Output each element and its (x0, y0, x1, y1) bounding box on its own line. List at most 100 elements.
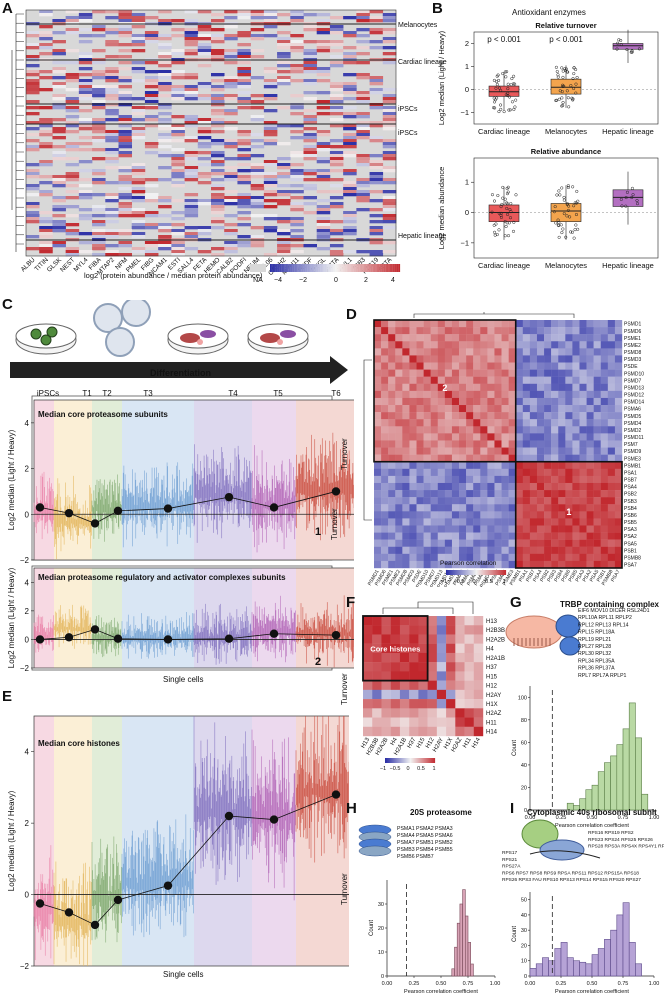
heatmap-cell (171, 199, 185, 203)
heatmap-cell (92, 223, 106, 227)
corr-cell (381, 334, 389, 342)
corr-cell (451, 376, 460, 384)
corr-cell (480, 397, 488, 406)
corr-cell (466, 433, 474, 441)
corr-cell (494, 539, 502, 547)
corr-cell (423, 320, 431, 328)
data-point (501, 71, 505, 76)
corr-cell (529, 490, 538, 498)
heatmap-cell (277, 61, 291, 65)
corr-cell (515, 383, 523, 392)
corr-cell (494, 426, 502, 434)
row-label: PSMD6 (624, 329, 641, 335)
corr-cell (544, 482, 552, 491)
heatmap-cell (131, 43, 146, 47)
heatmap-cell (92, 103, 106, 107)
corr-cell (551, 497, 559, 505)
cb-step (332, 264, 334, 272)
heatmap-cell (105, 43, 119, 47)
corr-cell (614, 362, 623, 370)
heatmap-cell (277, 106, 291, 110)
row-label: PSA1 (624, 470, 637, 476)
corr-cell (388, 419, 396, 427)
corr-cell (423, 490, 431, 498)
data-point (565, 89, 569, 93)
corr-cell (388, 348, 396, 356)
corr-cell (558, 440, 566, 448)
corr-cell (388, 369, 396, 377)
corr-cell (381, 376, 389, 384)
cb-step (393, 758, 395, 763)
heatmap-cell (303, 118, 318, 122)
median-point (113, 506, 123, 516)
corr-cell (372, 662, 382, 672)
row-label: H2AZ (486, 711, 502, 717)
corr-cell (395, 539, 403, 547)
corr-cell (416, 334, 424, 342)
corr-cell (536, 560, 545, 569)
corr-cell (579, 560, 587, 569)
corr-cell (455, 689, 465, 700)
data-point (513, 82, 517, 86)
heatmap-cell (158, 88, 172, 92)
heatmap-cell (329, 82, 344, 86)
heatmap-cell (237, 13, 251, 17)
corr-cell (544, 341, 552, 349)
heatmap-cell (356, 250, 370, 254)
corr-cell (409, 717, 419, 727)
heatmap-cell (92, 232, 106, 236)
data-point (566, 185, 570, 190)
corr-cell (390, 662, 401, 672)
cb-step (348, 264, 350, 272)
heatmap-cell (303, 244, 318, 248)
corr-cell (487, 383, 495, 392)
cb-step (372, 264, 375, 272)
corr-cell (363, 662, 373, 672)
heatmap-cell (26, 31, 40, 35)
y-axis-label: Log2 median (Light / Heavy) (7, 429, 16, 530)
corr-cell (579, 440, 587, 448)
heatmap-cell (343, 181, 357, 185)
heatmap-cell (237, 205, 251, 209)
cb-step (392, 264, 394, 272)
corr-cell (437, 539, 446, 547)
heatmap-cell (237, 235, 251, 239)
heatmap-cell (171, 175, 185, 179)
corr-cell (473, 546, 481, 555)
heatmap-cell (303, 136, 318, 140)
corr-cell (388, 447, 396, 455)
corr-cell (473, 355, 481, 363)
heatmap-cell (26, 217, 40, 221)
corr-cell (395, 426, 403, 434)
corr-cell (536, 546, 545, 555)
corr-cell (494, 511, 502, 519)
corr-cell (409, 689, 419, 700)
corr-cell (437, 355, 446, 363)
corr-cell (508, 327, 516, 335)
heatmap-cell (171, 88, 185, 92)
corr-cell (572, 405, 580, 413)
cb-step (386, 758, 388, 763)
cb-step (357, 264, 359, 272)
heatmap-cell (211, 208, 225, 212)
row-label: PSA4 (624, 485, 637, 491)
corr-cell (444, 511, 453, 519)
heatmap-cell (382, 19, 397, 23)
corr-cell (444, 419, 453, 427)
corr-cell (446, 616, 456, 626)
heatmap-cell (105, 253, 119, 257)
corr-cell (395, 440, 403, 448)
plot-frame (473, 31, 659, 125)
heatmap-cell (277, 184, 291, 188)
heatmap-cell (171, 169, 185, 173)
cb-step (338, 264, 341, 272)
differentiation-schematic (10, 300, 348, 384)
heatmap-cell (303, 184, 318, 188)
corr-cell (536, 390, 545, 399)
cb-step (447, 570, 449, 575)
corr-cell (444, 475, 453, 484)
data-point (501, 196, 505, 200)
heatmap-cell (343, 214, 357, 218)
corr-cell (480, 525, 488, 533)
corr-cell (418, 625, 428, 635)
